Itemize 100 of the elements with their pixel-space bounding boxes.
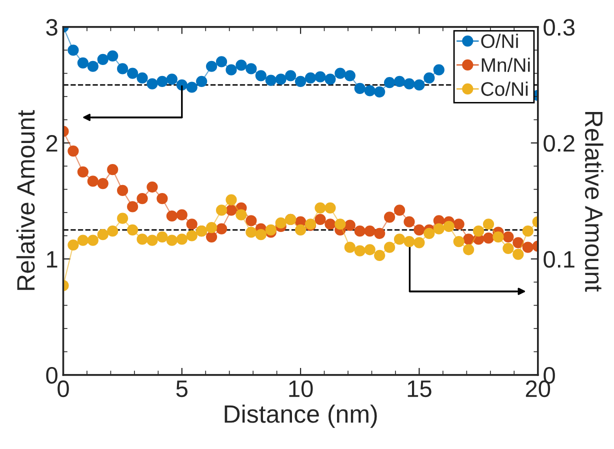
point [68, 44, 79, 56]
point [522, 226, 534, 237]
point [246, 63, 257, 74]
point [394, 204, 406, 216]
point [344, 220, 356, 231]
point [126, 224, 138, 236]
point [304, 72, 316, 84]
point [275, 217, 286, 229]
point [314, 71, 326, 82]
point [206, 60, 218, 72]
point [424, 228, 435, 239]
point [404, 78, 415, 90]
point [275, 74, 286, 85]
point [77, 57, 88, 68]
point [146, 78, 158, 90]
point [255, 229, 266, 240]
point [136, 234, 148, 245]
point [502, 231, 514, 242]
point [414, 237, 425, 248]
point [364, 226, 376, 237]
point [314, 214, 326, 226]
point [136, 72, 148, 84]
point [522, 242, 534, 253]
legend-label: Co/Ni [481, 82, 528, 96]
point [136, 193, 148, 204]
y2-tick-label: 0.1 [544, 250, 574, 268]
y2-tick-label: 0.3 [544, 19, 575, 36]
point [186, 230, 198, 242]
point [265, 224, 276, 236]
point [246, 226, 257, 238]
point [97, 178, 108, 190]
point [166, 74, 178, 85]
point [394, 76, 406, 88]
point [294, 76, 306, 88]
point [324, 202, 336, 214]
point [334, 218, 346, 230]
point [236, 60, 247, 71]
point [374, 86, 386, 98]
point [255, 70, 266, 82]
point [246, 215, 257, 226]
point [324, 74, 336, 85]
y2-axis-title: Relative Amount [584, 112, 604, 292]
point [482, 232, 494, 244]
point [68, 145, 79, 157]
point [374, 250, 386, 261]
point [285, 70, 296, 82]
point [87, 60, 98, 72]
point [394, 234, 406, 245]
point [186, 218, 198, 230]
point [77, 234, 88, 246]
point [126, 68, 138, 79]
point [294, 224, 306, 236]
point [364, 85, 376, 96]
point [226, 194, 237, 206]
y-tick-label: 0 [46, 366, 58, 384]
point [107, 164, 118, 176]
point [68, 239, 79, 251]
point [107, 226, 118, 237]
point [424, 72, 435, 84]
point [107, 50, 118, 62]
point [156, 76, 168, 88]
point [374, 228, 386, 239]
point [156, 231, 168, 242]
point [443, 220, 454, 232]
point [196, 76, 208, 88]
point [354, 82, 366, 94]
point [146, 234, 158, 246]
point [433, 64, 444, 76]
point [97, 54, 108, 65]
y-tick-label: 1 [47, 251, 58, 268]
point [186, 82, 198, 93]
point [463, 244, 474, 256]
point [354, 226, 366, 237]
point [87, 234, 98, 246]
y-tick-label: 2 [46, 135, 58, 152]
point [226, 204, 237, 216]
point [482, 218, 494, 230]
point [354, 245, 366, 256]
point [117, 63, 128, 74]
legend-label: Mn/Ni [482, 58, 530, 72]
point [206, 222, 218, 234]
point [216, 204, 228, 216]
point [176, 209, 188, 220]
point [236, 209, 247, 220]
point [384, 242, 396, 253]
point [166, 210, 178, 222]
point [472, 226, 484, 237]
point [344, 70, 356, 82]
point [87, 176, 98, 187]
point [404, 236, 415, 248]
point [433, 223, 444, 234]
x-tick-label: 5 [176, 380, 188, 398]
point [216, 223, 228, 234]
point [453, 236, 464, 248]
x-tick-label: 0 [58, 380, 69, 398]
legend-label: O/Ni [481, 34, 518, 48]
point [117, 184, 128, 196]
x-tick-label: 10 [289, 380, 313, 398]
point [156, 193, 168, 204]
point [384, 77, 396, 88]
